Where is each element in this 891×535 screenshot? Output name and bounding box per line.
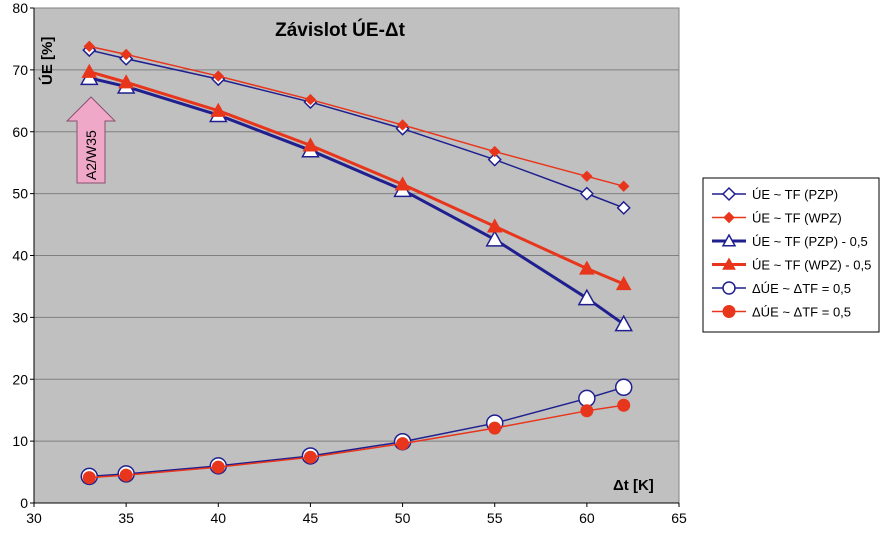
y-tick-label: 10 [12,433,28,449]
series-line [88,70,625,286]
annotation-label: A2/W35 [83,130,99,180]
series-line [89,45,624,187]
legend-label: ÚE ~ TF (PZP) - 0,5 [752,234,868,249]
y-tick-label: 50 [12,186,28,202]
legend-marker [722,305,736,318]
x-tick-label: 45 [303,510,319,526]
series-line [89,49,624,209]
data-point [81,63,98,78]
data-point [578,389,596,408]
x-tick-label: 30 [26,510,42,526]
data-point [579,186,594,201]
data-point [303,450,317,464]
data-point [486,218,503,233]
data-point [396,119,409,131]
legend: ÚE ~ TF (PZP) ÚE ~ TF (WPZ) ÚE ~ TF (PZP) … [702,177,880,333]
legend-entry: ÚE ~ TF (PZP) - 0,5 [712,233,868,249]
x-tick-label: 50 [395,510,411,526]
x-tick-label: 55 [487,510,503,526]
data-point [302,137,319,152]
annotation-arrow: A2/W35 [65,96,117,184]
series-6 [82,398,631,485]
x-tick-label: 35 [118,510,134,526]
legend-label: ΔÚE ~ ΔTF = 0,5 [752,305,851,320]
y-tick-label: 0 [20,495,28,511]
y-tick-label: 60 [12,124,28,140]
legend-label: ÚE ~ TF (WPZ) [752,211,842,226]
series-2 [83,40,630,192]
legend-entry: ÚE ~ TF (WPZ) - 0,5 [712,257,871,273]
y-tick-label: 30 [12,309,28,325]
data-point [615,275,632,291]
up-arrow-icon [65,96,117,184]
x-tick-label: 60 [579,510,595,526]
legend-label: ÚE ~ TF (PZP) [752,187,838,202]
legend-entry: ÚE ~ TF (WPZ) [712,211,842,226]
y-tick-label: 20 [12,371,28,387]
x-tick-label: 40 [210,510,226,526]
legend-marker [721,233,737,247]
data-point [618,180,630,192]
legend-entry: ΔÚE ~ ΔTF = 0,5 [712,281,851,296]
data-point [394,176,411,191]
data-point [489,145,501,158]
data-point [616,200,631,215]
data-point [614,378,633,397]
legend-marker [722,257,736,270]
legend-marker [721,186,737,202]
data-point [212,70,224,82]
data-point [304,93,317,106]
data-point [485,229,504,247]
data-point [614,314,633,332]
chart-title: Závislot ÚE-Δt [275,19,405,41]
data-point [581,170,593,183]
legend-label: ΔÚE ~ ΔTF = 0,5 [752,281,851,296]
data-point [617,398,631,412]
x-tick-label: 65 [671,510,687,526]
series-line [88,76,625,326]
legend-marker [722,281,736,295]
data-point [118,74,134,89]
legend-entry: ÚE ~ TF (PZP) [712,186,838,202]
series-4 [81,63,632,291]
series-layer [80,40,633,486]
tick-labels: 0 10 20 30 40 50 60 70 80 30 35 40 45 50 55 60 65 [12,0,687,526]
gridlines [34,69,679,442]
data-point [579,260,595,275]
legend-label: ÚE ~ TF (WPZ) - 0,5 [752,258,871,273]
data-point [120,48,132,61]
data-point [210,102,227,117]
data-point [83,40,95,53]
data-point [488,421,502,435]
series-line [89,404,624,479]
y-tick-label: 70 [12,62,28,78]
data-point [82,471,96,485]
y-tick-label: 40 [12,248,28,264]
data-point [211,460,225,474]
x-axis-label: Δt [K] [613,477,654,494]
legend-entry: ΔÚE ~ ΔTF = 0,5 [712,305,851,320]
data-point [119,468,133,482]
data-point [396,437,410,451]
legend-marker [723,211,735,224]
series-line [89,386,624,478]
data-point [577,288,597,306]
y-axis-label: ÚE [%] [38,37,56,85]
data-point [580,404,594,418]
y-tick-label: 80 [12,0,28,16]
data-point [487,152,502,167]
